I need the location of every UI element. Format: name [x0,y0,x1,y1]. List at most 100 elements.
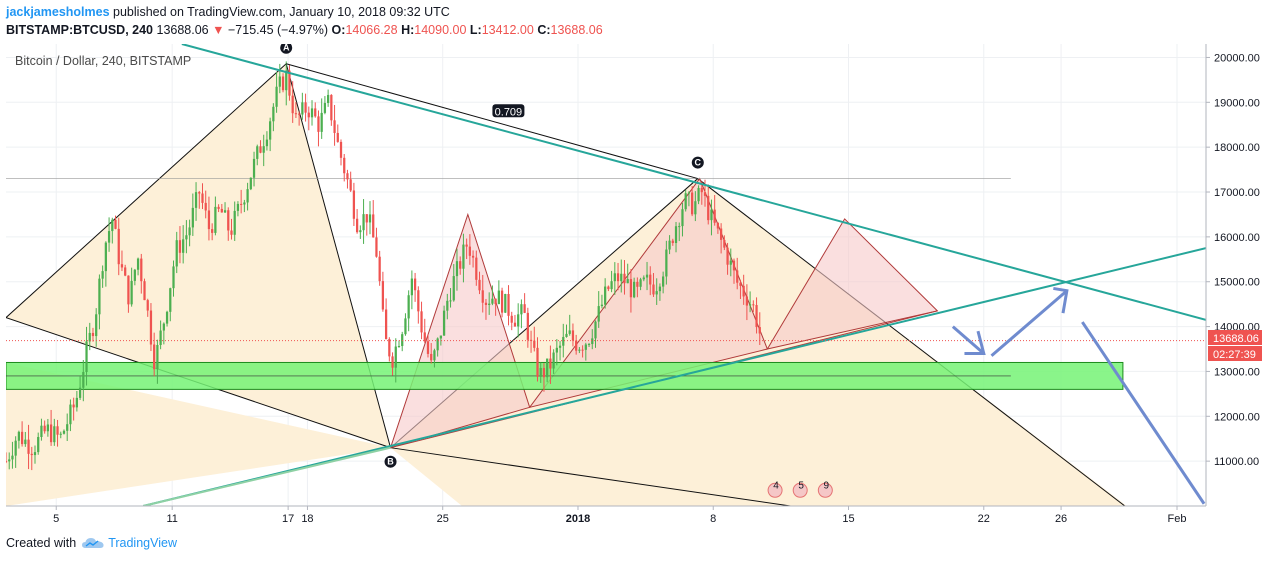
candle-body [182,239,185,253]
candle-body [449,300,452,302]
event-icon-label: 5 [798,480,804,491]
price-axis-bg [1206,44,1270,506]
candle-body [120,264,124,268]
author-link[interactable]: jackjamesholmes [6,5,110,19]
candle-body [430,353,433,361]
candle-body [459,261,462,269]
candle-body [95,314,98,337]
candle-body [326,94,330,103]
candle-body [304,102,307,113]
time-tick-label: 8 [710,513,716,525]
candle-body [578,349,581,351]
candle-body [149,310,153,345]
pattern-point-label: A [283,43,290,53]
tradingview-brand-text: TradingView [108,536,177,550]
candle-body [442,310,446,336]
candle-body [72,404,75,408]
candle-body [629,279,633,298]
candle-body [513,322,517,327]
candle-body [488,303,491,305]
candle-body [114,219,117,229]
candle-body [439,335,442,339]
price-chart[interactable]: 0.709 A B C 4 5 9 Bitcoin / Dollar, 240, BITST… [0,40,1270,530]
candle-body [423,332,426,342]
quote-line: BITSTAMP:BTCUSD, 240 13688.06 ▼ −715.45 … [6,22,603,38]
candle-body [462,244,465,269]
published-text: published on TradingView.com, January 10… [113,5,450,19]
price-tick-label: 17000.00 [1214,187,1260,199]
cloud-icon [82,538,104,548]
pattern-point-label: B [387,457,394,467]
candle-body [355,218,359,233]
candle-body [368,214,372,223]
candle-body [510,315,513,323]
pattern-point-label: C [695,158,702,168]
candle-body [616,273,620,282]
candle-body [523,304,526,313]
candle-body [594,321,597,339]
candle-body [662,276,665,287]
tradingview-link[interactable]: TradingView [82,536,177,550]
close-label: C: [537,23,551,37]
candle-body [104,242,107,272]
time-axis[interactable]: 5 11 17 18 25 2018 8 15 22 26 Feb [53,506,1186,525]
candle-body [37,436,40,453]
candle-body [684,193,687,210]
candles-layer [6,61,761,471]
close-value: 13688.06 [550,23,603,37]
event-icon [792,482,808,498]
countdown-tag [1208,346,1262,361]
candle-body [652,284,655,295]
candle-body [642,277,645,280]
candle-body [294,113,298,115]
candle-body [343,157,346,174]
candle-body [223,210,227,213]
candle-body [30,453,33,456]
candle-body [475,257,478,280]
candle-body [75,397,78,408]
candle-body [565,333,568,337]
candle-body [610,281,613,290]
price-tick-label: 13000.00 [1214,366,1260,378]
candle-body [575,340,578,351]
candle-body [259,146,262,153]
footer: Created with TradingView [6,536,177,550]
event-icon [767,482,783,498]
candle-body [391,356,394,368]
candle-body [159,330,162,346]
candle-body [185,235,188,240]
event-icon-label: 4 [773,480,779,491]
candle-body [500,290,504,313]
time-tick-label: 5 [53,513,59,525]
candle-body [375,237,378,257]
candle-body [649,274,652,285]
candle-body [281,76,285,91]
price-tags: 13688.06 02:27:39 [1208,330,1262,361]
candle-body [736,270,739,283]
candle-body [243,202,246,205]
candle-body [349,179,352,191]
event-icon [817,482,833,498]
event-icon-label: 9 [824,480,830,491]
candle-body [249,177,252,190]
candle-body [298,113,301,115]
candle-body [410,278,414,296]
candle-body [465,244,468,247]
price-axis[interactable]: 11000.0012000.0013000.0014000.0015000.00… [1206,52,1260,468]
symbol-label: BITSTAMP:BTCUSD, 240 [6,23,154,37]
arrow-up [990,289,1068,357]
overlay-layer: 0.709 A B C 4 5 9 [6,43,1206,506]
arrow-head-1 [964,330,986,355]
time-tick-label: Feb [1168,513,1187,525]
candle-body [710,209,713,221]
candle-body [542,367,546,378]
candle-body [700,187,703,193]
candle-body [175,240,178,267]
candle-body [446,300,449,311]
price-change: −715.45 (−4.97%) [227,23,329,37]
candle-body [433,350,436,361]
candle-body [188,227,191,236]
candle-body [558,345,562,348]
candle-body [301,102,304,115]
candle-body [739,282,742,286]
